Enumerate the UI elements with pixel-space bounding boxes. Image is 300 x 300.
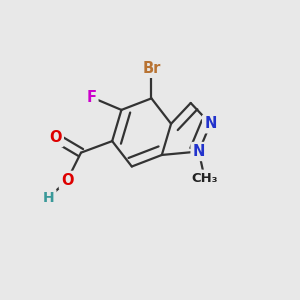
Text: O: O xyxy=(49,130,62,145)
Text: CH₃: CH₃ xyxy=(191,172,218,184)
Text: F: F xyxy=(86,90,96,105)
Text: O: O xyxy=(61,173,74,188)
Text: H: H xyxy=(43,191,55,205)
Text: N: N xyxy=(204,116,217,131)
Text: N: N xyxy=(193,144,205,159)
Text: Br: Br xyxy=(142,61,160,76)
